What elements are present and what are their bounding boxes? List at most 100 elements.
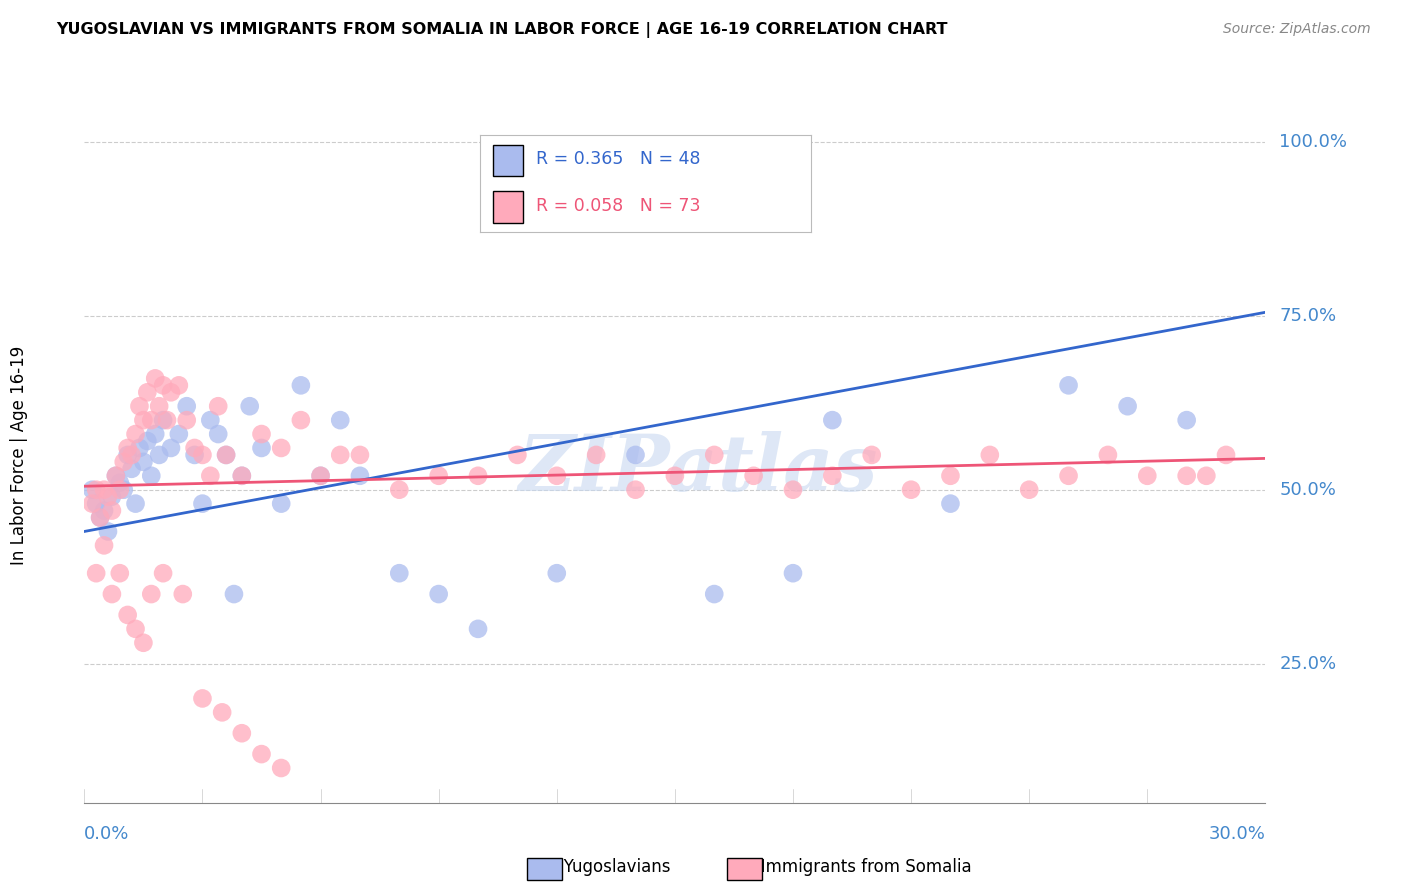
- Point: [117, 448, 139, 462]
- Point: [506, 448, 529, 462]
- Point: [167, 427, 190, 442]
- Point: [250, 427, 273, 442]
- Point: [664, 468, 686, 483]
- Point: [1097, 448, 1119, 462]
- Point: [101, 587, 124, 601]
- Point: [84, 483, 107, 497]
- Point: [309, 468, 332, 483]
- Point: [231, 726, 253, 740]
- Point: [121, 462, 143, 476]
- Point: [1136, 468, 1159, 483]
- Point: [939, 468, 962, 483]
- Point: [167, 378, 190, 392]
- Point: [89, 510, 111, 524]
- Point: [101, 503, 124, 517]
- Point: [93, 483, 115, 497]
- Point: [222, 587, 245, 601]
- Point: [108, 483, 131, 497]
- Point: [215, 448, 238, 462]
- Point: [156, 413, 179, 427]
- Point: [427, 468, 450, 483]
- Point: [136, 385, 159, 400]
- Point: [112, 455, 135, 469]
- Point: [585, 448, 607, 462]
- Point: [329, 448, 352, 462]
- Point: [821, 413, 844, 427]
- Point: [427, 587, 450, 601]
- Point: [141, 468, 163, 483]
- Text: 75.0%: 75.0%: [1279, 307, 1337, 325]
- Text: ZIPatlas: ZIPatlas: [519, 431, 879, 507]
- Point: [82, 483, 104, 497]
- Point: [231, 468, 253, 483]
- Point: [143, 371, 166, 385]
- Point: [160, 441, 183, 455]
- Point: [200, 413, 222, 427]
- Point: [141, 587, 163, 601]
- Point: [782, 566, 804, 581]
- Point: [1215, 448, 1237, 462]
- Point: [191, 691, 214, 706]
- Point: [112, 483, 135, 497]
- Text: 25.0%: 25.0%: [1279, 655, 1337, 673]
- Point: [388, 483, 411, 497]
- Point: [117, 441, 139, 455]
- Point: [1057, 468, 1080, 483]
- Point: [782, 483, 804, 497]
- Point: [132, 636, 155, 650]
- Point: [1195, 468, 1218, 483]
- Point: [84, 566, 107, 581]
- Point: [124, 622, 146, 636]
- Point: [270, 761, 292, 775]
- Text: 50.0%: 50.0%: [1279, 481, 1336, 499]
- Point: [191, 448, 214, 462]
- Point: [160, 385, 183, 400]
- Point: [200, 468, 222, 483]
- Point: [101, 490, 124, 504]
- FancyBboxPatch shape: [527, 858, 562, 880]
- Point: [388, 566, 411, 581]
- Point: [176, 413, 198, 427]
- Point: [939, 497, 962, 511]
- Point: [860, 448, 883, 462]
- Text: 30.0%: 30.0%: [1209, 825, 1265, 843]
- Point: [108, 475, 131, 490]
- Point: [1057, 378, 1080, 392]
- Point: [349, 448, 371, 462]
- Point: [207, 399, 229, 413]
- Point: [703, 448, 725, 462]
- Point: [143, 427, 166, 442]
- Point: [97, 524, 120, 539]
- Point: [132, 413, 155, 427]
- Point: [546, 566, 568, 581]
- Point: [84, 497, 107, 511]
- Point: [136, 434, 159, 448]
- Point: [250, 441, 273, 455]
- Text: In Labor Force | Age 16-19: In Labor Force | Age 16-19: [10, 345, 28, 565]
- Point: [152, 413, 174, 427]
- Point: [148, 448, 170, 462]
- Point: [191, 497, 214, 511]
- Point: [231, 468, 253, 483]
- Point: [1018, 483, 1040, 497]
- Point: [183, 441, 205, 455]
- Point: [290, 413, 312, 427]
- Point: [1116, 399, 1139, 413]
- Point: [128, 441, 150, 455]
- Text: YUGOSLAVIAN VS IMMIGRANTS FROM SOMALIA IN LABOR FORCE | AGE 16-19 CORRELATION CH: YUGOSLAVIAN VS IMMIGRANTS FROM SOMALIA I…: [56, 22, 948, 38]
- Point: [108, 566, 131, 581]
- Point: [176, 399, 198, 413]
- Point: [290, 378, 312, 392]
- Point: [1175, 468, 1198, 483]
- Point: [104, 468, 127, 483]
- Point: [546, 468, 568, 483]
- Text: Source: ZipAtlas.com: Source: ZipAtlas.com: [1223, 22, 1371, 37]
- Point: [124, 427, 146, 442]
- Point: [124, 497, 146, 511]
- Point: [821, 468, 844, 483]
- Point: [148, 399, 170, 413]
- Text: Immigrants from Somalia: Immigrants from Somalia: [745, 858, 972, 876]
- Point: [128, 399, 150, 413]
- Point: [1175, 413, 1198, 427]
- Point: [117, 607, 139, 622]
